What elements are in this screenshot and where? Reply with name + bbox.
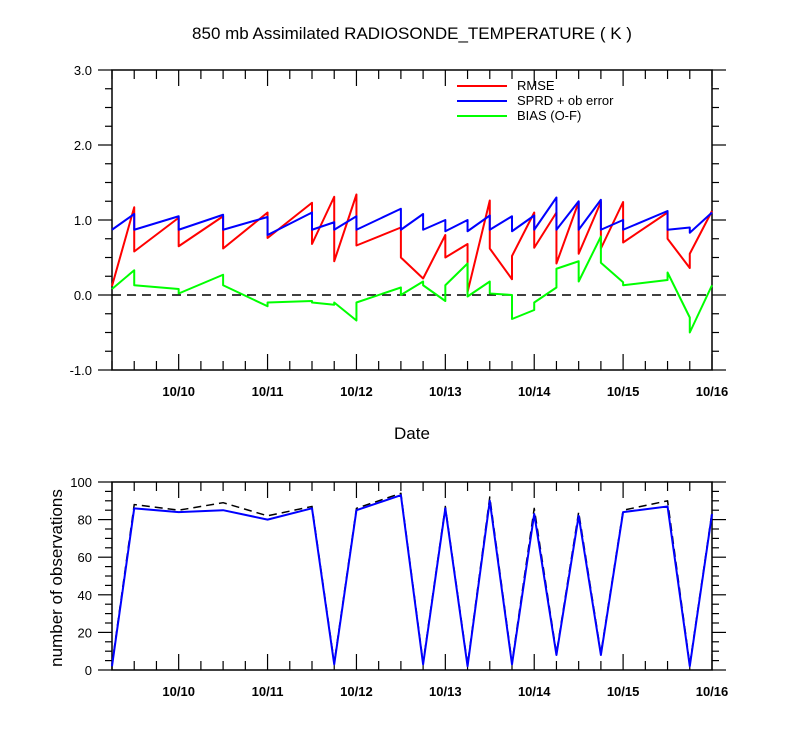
y-axis-label: number of observations <box>47 489 66 667</box>
x-tick-label: 10/10 <box>162 684 195 699</box>
y-tick-label: 1.0 <box>74 213 92 228</box>
y-tick-label: 60 <box>78 550 92 565</box>
series-line-observations-assimilated <box>111 494 713 668</box>
x-tick-label: 10/11 <box>252 684 284 699</box>
x-axis-label: Date <box>394 424 430 443</box>
x-tick-label: 10/13 <box>429 684 462 699</box>
x-tick-label: 10/14 <box>518 684 551 699</box>
chart-title: 850 mb Assimilated RADIOSONDE_TEMPERATUR… <box>192 24 632 43</box>
y-tick-label: 80 <box>78 513 92 528</box>
x-tick-label: 10/16 <box>696 384 729 399</box>
legend-label: SPRD + ob error <box>517 93 614 108</box>
y-tick-label: 3.0 <box>74 63 92 78</box>
series-line-sprd-ob-error <box>111 196 713 236</box>
y-tick-label: 100 <box>70 475 92 490</box>
x-tick-label: 10/16 <box>696 684 729 699</box>
x-tick-label: 10/15 <box>607 384 640 399</box>
series-line-rmse <box>111 193 713 293</box>
x-tick-label: 10/13 <box>429 384 462 399</box>
bottom-chart: 10/10 10/11 10/12 10/13 10/14 10/15 10/16 0 20 40… <box>70 475 728 699</box>
top-chart: 10/10 10/11 10/12 10/13 10/14 10/15 10/16 -1.0 0… <box>70 63 729 399</box>
y-tick-label: -1.0 <box>70 363 92 378</box>
y-tick-label: 0 <box>85 663 92 678</box>
x-tick-label: 10/12 <box>340 684 373 699</box>
y-tick-label: 20 <box>78 625 92 640</box>
x-tick-label: 10/11 <box>252 384 284 399</box>
legend-label: BIAS (O-F) <box>517 108 581 123</box>
x-tick-label: 10/15 <box>607 684 640 699</box>
legend-label: RMSE <box>517 78 555 93</box>
y-tick-label: 2.0 <box>74 138 92 153</box>
x-tick-label: 10/12 <box>340 384 373 399</box>
x-tick-label: 10/10 <box>162 384 195 399</box>
series-line-bias-o-f <box>111 235 713 334</box>
x-tick-label: 10/14 <box>518 384 551 399</box>
y-tick-label: 40 <box>78 588 92 603</box>
y-tick-label: 0.0 <box>74 288 92 303</box>
